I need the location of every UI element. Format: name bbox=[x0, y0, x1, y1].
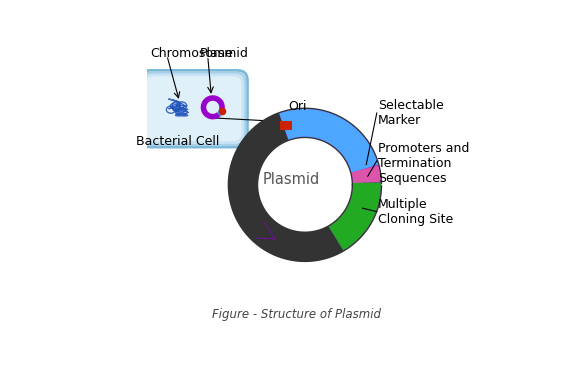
Text: Promoters and
Termination
Sequences: Promoters and Termination Sequences bbox=[378, 142, 470, 185]
Text: Selectable
Marker: Selectable Marker bbox=[378, 99, 444, 127]
Bar bbox=[280, 122, 292, 130]
Text: Figure - Structure of Plasmid: Figure - Structure of Plasmid bbox=[212, 308, 381, 321]
Text: Multiple
Cloning Site: Multiple Cloning Site bbox=[378, 198, 454, 225]
Text: Ori: Ori bbox=[288, 100, 306, 113]
Text: Plasmid: Plasmid bbox=[200, 47, 248, 60]
Text: Bacterial Cell: Bacterial Cell bbox=[137, 135, 220, 147]
FancyBboxPatch shape bbox=[144, 75, 243, 143]
Text: Chromosome: Chromosome bbox=[151, 47, 233, 60]
Text: Plasmid: Plasmid bbox=[262, 172, 319, 187]
